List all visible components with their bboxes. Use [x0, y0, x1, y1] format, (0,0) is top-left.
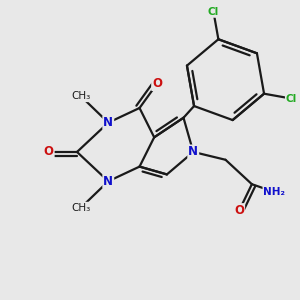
Text: NH₂: NH₂	[263, 187, 285, 197]
Text: Cl: Cl	[286, 94, 297, 103]
Text: N: N	[103, 175, 113, 188]
Text: O: O	[152, 77, 162, 90]
Text: CH₃: CH₃	[71, 91, 91, 101]
Text: O: O	[44, 146, 54, 158]
Text: O: O	[234, 204, 244, 217]
Text: N: N	[103, 116, 113, 129]
Text: Cl: Cl	[208, 7, 219, 17]
Text: CH₃: CH₃	[71, 202, 91, 213]
Text: N: N	[188, 146, 198, 158]
